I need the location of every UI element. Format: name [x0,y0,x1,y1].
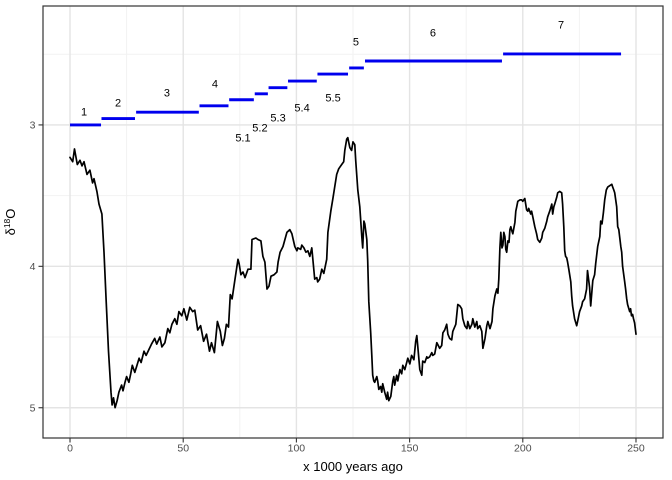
stage-label-5: 5 [353,36,359,48]
stage-segments-layer: 1 2 3 4 5.15.25.3 5.4 5.5 5 6 7 [70,19,622,144]
stage-label-5.1: 5.1 [235,132,250,144]
stage-label-1: 1 [81,106,87,118]
stage-label-5.2: 5.2 [252,122,267,134]
x-axis-title: x 1000 years ago [303,459,403,474]
y-tick-label: 3 [30,120,36,132]
gridlines-layer [43,6,663,438]
stage-label-6: 6 [430,28,436,40]
series-layer [69,136,637,409]
x-tick-label: 100 [288,443,306,455]
stage-label-7: 7 [558,19,564,31]
axes-layer: 0 50 100 150 200 250 3 4 5 [30,5,664,455]
panel-border [42,5,664,439]
x-tick-label: 150 [401,443,419,455]
stage-label-5.5: 5.5 [325,92,340,104]
y-axis-title-superscript: 18 [2,218,12,228]
stage-label-5.3: 5.3 [270,112,285,124]
y-axis-title: δ18O [2,209,18,236]
y-axis-title-delta: δ [3,228,18,235]
isotope-curve [69,136,637,409]
x-tick-label: 250 [627,443,645,455]
x-tick-label: 0 [67,443,73,455]
stage-label-5.4: 5.4 [294,102,309,114]
stage-label-4: 4 [212,78,218,90]
y-axis-title-element: O [3,209,18,219]
y-tick-label: 4 [30,261,36,273]
stage-label-3: 3 [164,88,170,100]
y-tick-label: 5 [30,403,36,415]
x-tick-label: 50 [177,443,189,455]
x-tick-label: 200 [514,443,532,455]
stage-label-2: 2 [115,98,121,110]
